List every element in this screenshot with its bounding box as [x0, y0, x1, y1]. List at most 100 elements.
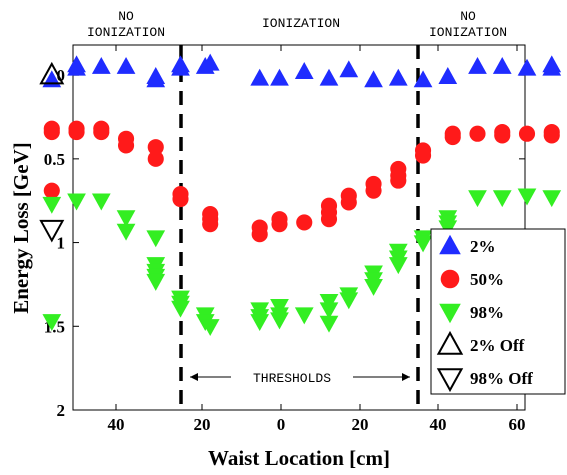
data-point: [542, 190, 562, 208]
legend-label: 50%: [470, 270, 504, 289]
data-point: [116, 57, 136, 74]
legend-label: 2%: [470, 237, 496, 256]
data-point: [390, 172, 407, 189]
data-point: [171, 300, 190, 318]
series-2-off: [39, 61, 65, 85]
thresholds-annotation: THRESHOLDS: [190, 371, 410, 386]
data-point: [364, 278, 383, 296]
data-point: [42, 314, 62, 332]
y-axis-title: Energy Loss [GeV]: [9, 142, 33, 314]
data-point: [492, 190, 512, 208]
data-point: [319, 302, 339, 320]
data-point: [147, 139, 164, 156]
x-tick-label: 20: [352, 415, 369, 434]
x-axis-title: Waist Location [cm]: [208, 446, 390, 470]
data-point: [468, 57, 487, 74]
legend-label: 98% Off: [470, 369, 533, 388]
legend: 2% 50% 98% 2% Off 98% Off: [430, 228, 566, 395]
data-point: [43, 182, 60, 199]
data-point: [251, 226, 268, 243]
data-point: [296, 214, 313, 231]
data-point: [146, 273, 166, 291]
data-point: [39, 219, 65, 243]
data-point: [91, 193, 111, 211]
data-point: [320, 211, 338, 228]
data-point: [67, 193, 86, 211]
data-point: [42, 196, 62, 214]
series-98-off: [39, 219, 65, 243]
data-point: [340, 194, 357, 211]
region-label-center: IONIZATION: [262, 16, 340, 31]
data-point: [364, 70, 383, 88]
data-point: [146, 70, 166, 88]
data-point: [294, 307, 314, 325]
data-point: [413, 235, 433, 253]
y-tick-label: 0.5: [44, 150, 65, 169]
data-point: [91, 57, 111, 74]
data-point: [116, 223, 136, 241]
data-point: [319, 315, 339, 333]
legend-label: 98%: [470, 303, 504, 322]
data-point: [294, 62, 314, 79]
data-point: [200, 53, 220, 71]
data-point: [388, 68, 408, 86]
data-point: [43, 120, 60, 137]
x-tick-label: 20: [194, 415, 211, 434]
x-tick-label: 40: [108, 415, 125, 434]
data-point: [117, 137, 135, 154]
data-point: [339, 60, 359, 78]
threshold-arrowhead-left: [190, 373, 198, 381]
data-point: [543, 124, 560, 141]
data-point: [542, 55, 562, 73]
data-point: [444, 125, 461, 142]
series-2-: [42, 53, 562, 88]
data-point: [250, 68, 270, 86]
region-label-left-line1: NO IONIZATION: [87, 9, 165, 40]
data-point: [436, 330, 464, 355]
threshold-label: THRESHOLDS: [253, 371, 331, 386]
data-point: [517, 58, 537, 76]
data-point: [172, 190, 189, 208]
data-point: [270, 312, 289, 330]
data-point: [518, 125, 536, 142]
data-point: [68, 124, 85, 141]
data-point: [250, 314, 270, 332]
data-point: [468, 190, 487, 208]
data-point: [517, 188, 537, 206]
data-point: [270, 68, 289, 86]
data-point: [147, 150, 164, 167]
y-tick-label: 0: [57, 66, 66, 85]
data-point: [440, 269, 460, 289]
region-label-right: NO IONIZATION: [429, 9, 507, 40]
data-point: [438, 67, 458, 84]
data-point: [202, 216, 219, 233]
data-point: [414, 147, 432, 164]
data-point: [492, 57, 512, 74]
data-point: [439, 303, 461, 324]
data-point: [365, 182, 382, 199]
legend-label: 2% Off: [470, 336, 525, 355]
data-point: [116, 210, 136, 228]
y-tick-label: 1: [57, 234, 66, 253]
data-point: [93, 124, 110, 141]
data-point: [469, 125, 486, 142]
data-point: [67, 58, 86, 76]
series-50-: [43, 120, 560, 243]
x-tick-label: 60: [509, 415, 526, 434]
data-point: [494, 124, 511, 141]
y-tick-label: 2: [57, 401, 66, 420]
data-point: [339, 292, 359, 310]
x-tick-label: 0: [277, 415, 286, 434]
threshold-arrowhead-right: [402, 373, 410, 381]
data-point: [388, 257, 408, 275]
data-point: [171, 55, 190, 73]
data-point: [413, 70, 433, 88]
data-point: [271, 216, 288, 233]
data-point: [200, 319, 220, 337]
data-point: [319, 68, 339, 86]
data-point: [439, 234, 461, 255]
data-point: [39, 61, 65, 85]
x-axis: 40 20 0 20 40 60: [108, 45, 526, 434]
data-point: [436, 368, 464, 393]
